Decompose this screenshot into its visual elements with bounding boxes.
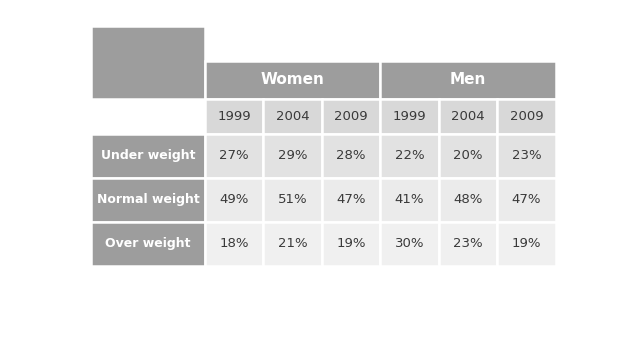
Bar xyxy=(205,221,263,266)
Bar xyxy=(205,99,263,134)
Text: 1999: 1999 xyxy=(217,110,251,122)
Bar xyxy=(322,99,380,134)
Text: 22%: 22% xyxy=(395,149,424,162)
Text: 47%: 47% xyxy=(336,193,366,206)
Bar xyxy=(497,221,556,266)
Text: 23%: 23% xyxy=(453,237,483,250)
Text: 2004: 2004 xyxy=(451,110,485,122)
Bar xyxy=(91,221,205,266)
Bar xyxy=(439,178,497,221)
Bar xyxy=(322,134,380,178)
Text: 49%: 49% xyxy=(220,193,249,206)
Bar xyxy=(263,99,322,134)
Text: 47%: 47% xyxy=(512,193,541,206)
Bar xyxy=(380,99,439,134)
Text: Normal weight: Normal weight xyxy=(97,193,199,206)
Bar xyxy=(439,134,497,178)
Bar xyxy=(91,26,205,99)
Text: Women: Women xyxy=(261,72,324,87)
Text: 20%: 20% xyxy=(453,149,483,162)
Bar xyxy=(497,178,556,221)
Text: 48%: 48% xyxy=(453,193,483,206)
Text: Men: Men xyxy=(450,72,486,87)
Bar xyxy=(380,61,556,99)
Bar xyxy=(263,134,322,178)
Text: 29%: 29% xyxy=(278,149,307,162)
Text: Under weight: Under weight xyxy=(101,149,195,162)
Bar xyxy=(380,221,439,266)
Text: 19%: 19% xyxy=(336,237,366,250)
Bar xyxy=(439,221,497,266)
Bar xyxy=(263,221,322,266)
Bar xyxy=(91,178,205,221)
Bar xyxy=(497,134,556,178)
Bar xyxy=(322,221,380,266)
Bar xyxy=(205,178,263,221)
Text: 41%: 41% xyxy=(395,193,424,206)
Text: 19%: 19% xyxy=(512,237,541,250)
Bar xyxy=(322,178,380,221)
Text: 18%: 18% xyxy=(220,237,249,250)
Bar xyxy=(439,99,497,134)
Bar xyxy=(263,178,322,221)
Text: Over weight: Over weight xyxy=(105,237,191,250)
Text: 1999: 1999 xyxy=(392,110,427,122)
Text: 27%: 27% xyxy=(220,149,249,162)
Text: 51%: 51% xyxy=(278,193,307,206)
Bar xyxy=(91,134,205,178)
Bar xyxy=(380,178,439,221)
Text: 2004: 2004 xyxy=(276,110,309,122)
Text: 30%: 30% xyxy=(395,237,424,250)
Bar xyxy=(380,134,439,178)
Text: 21%: 21% xyxy=(278,237,307,250)
Bar xyxy=(205,134,263,178)
Text: 23%: 23% xyxy=(512,149,541,162)
Text: 28%: 28% xyxy=(336,149,366,162)
Bar xyxy=(497,99,556,134)
Text: 2009: 2009 xyxy=(510,110,543,122)
Text: 2009: 2009 xyxy=(334,110,368,122)
Bar xyxy=(205,61,380,99)
